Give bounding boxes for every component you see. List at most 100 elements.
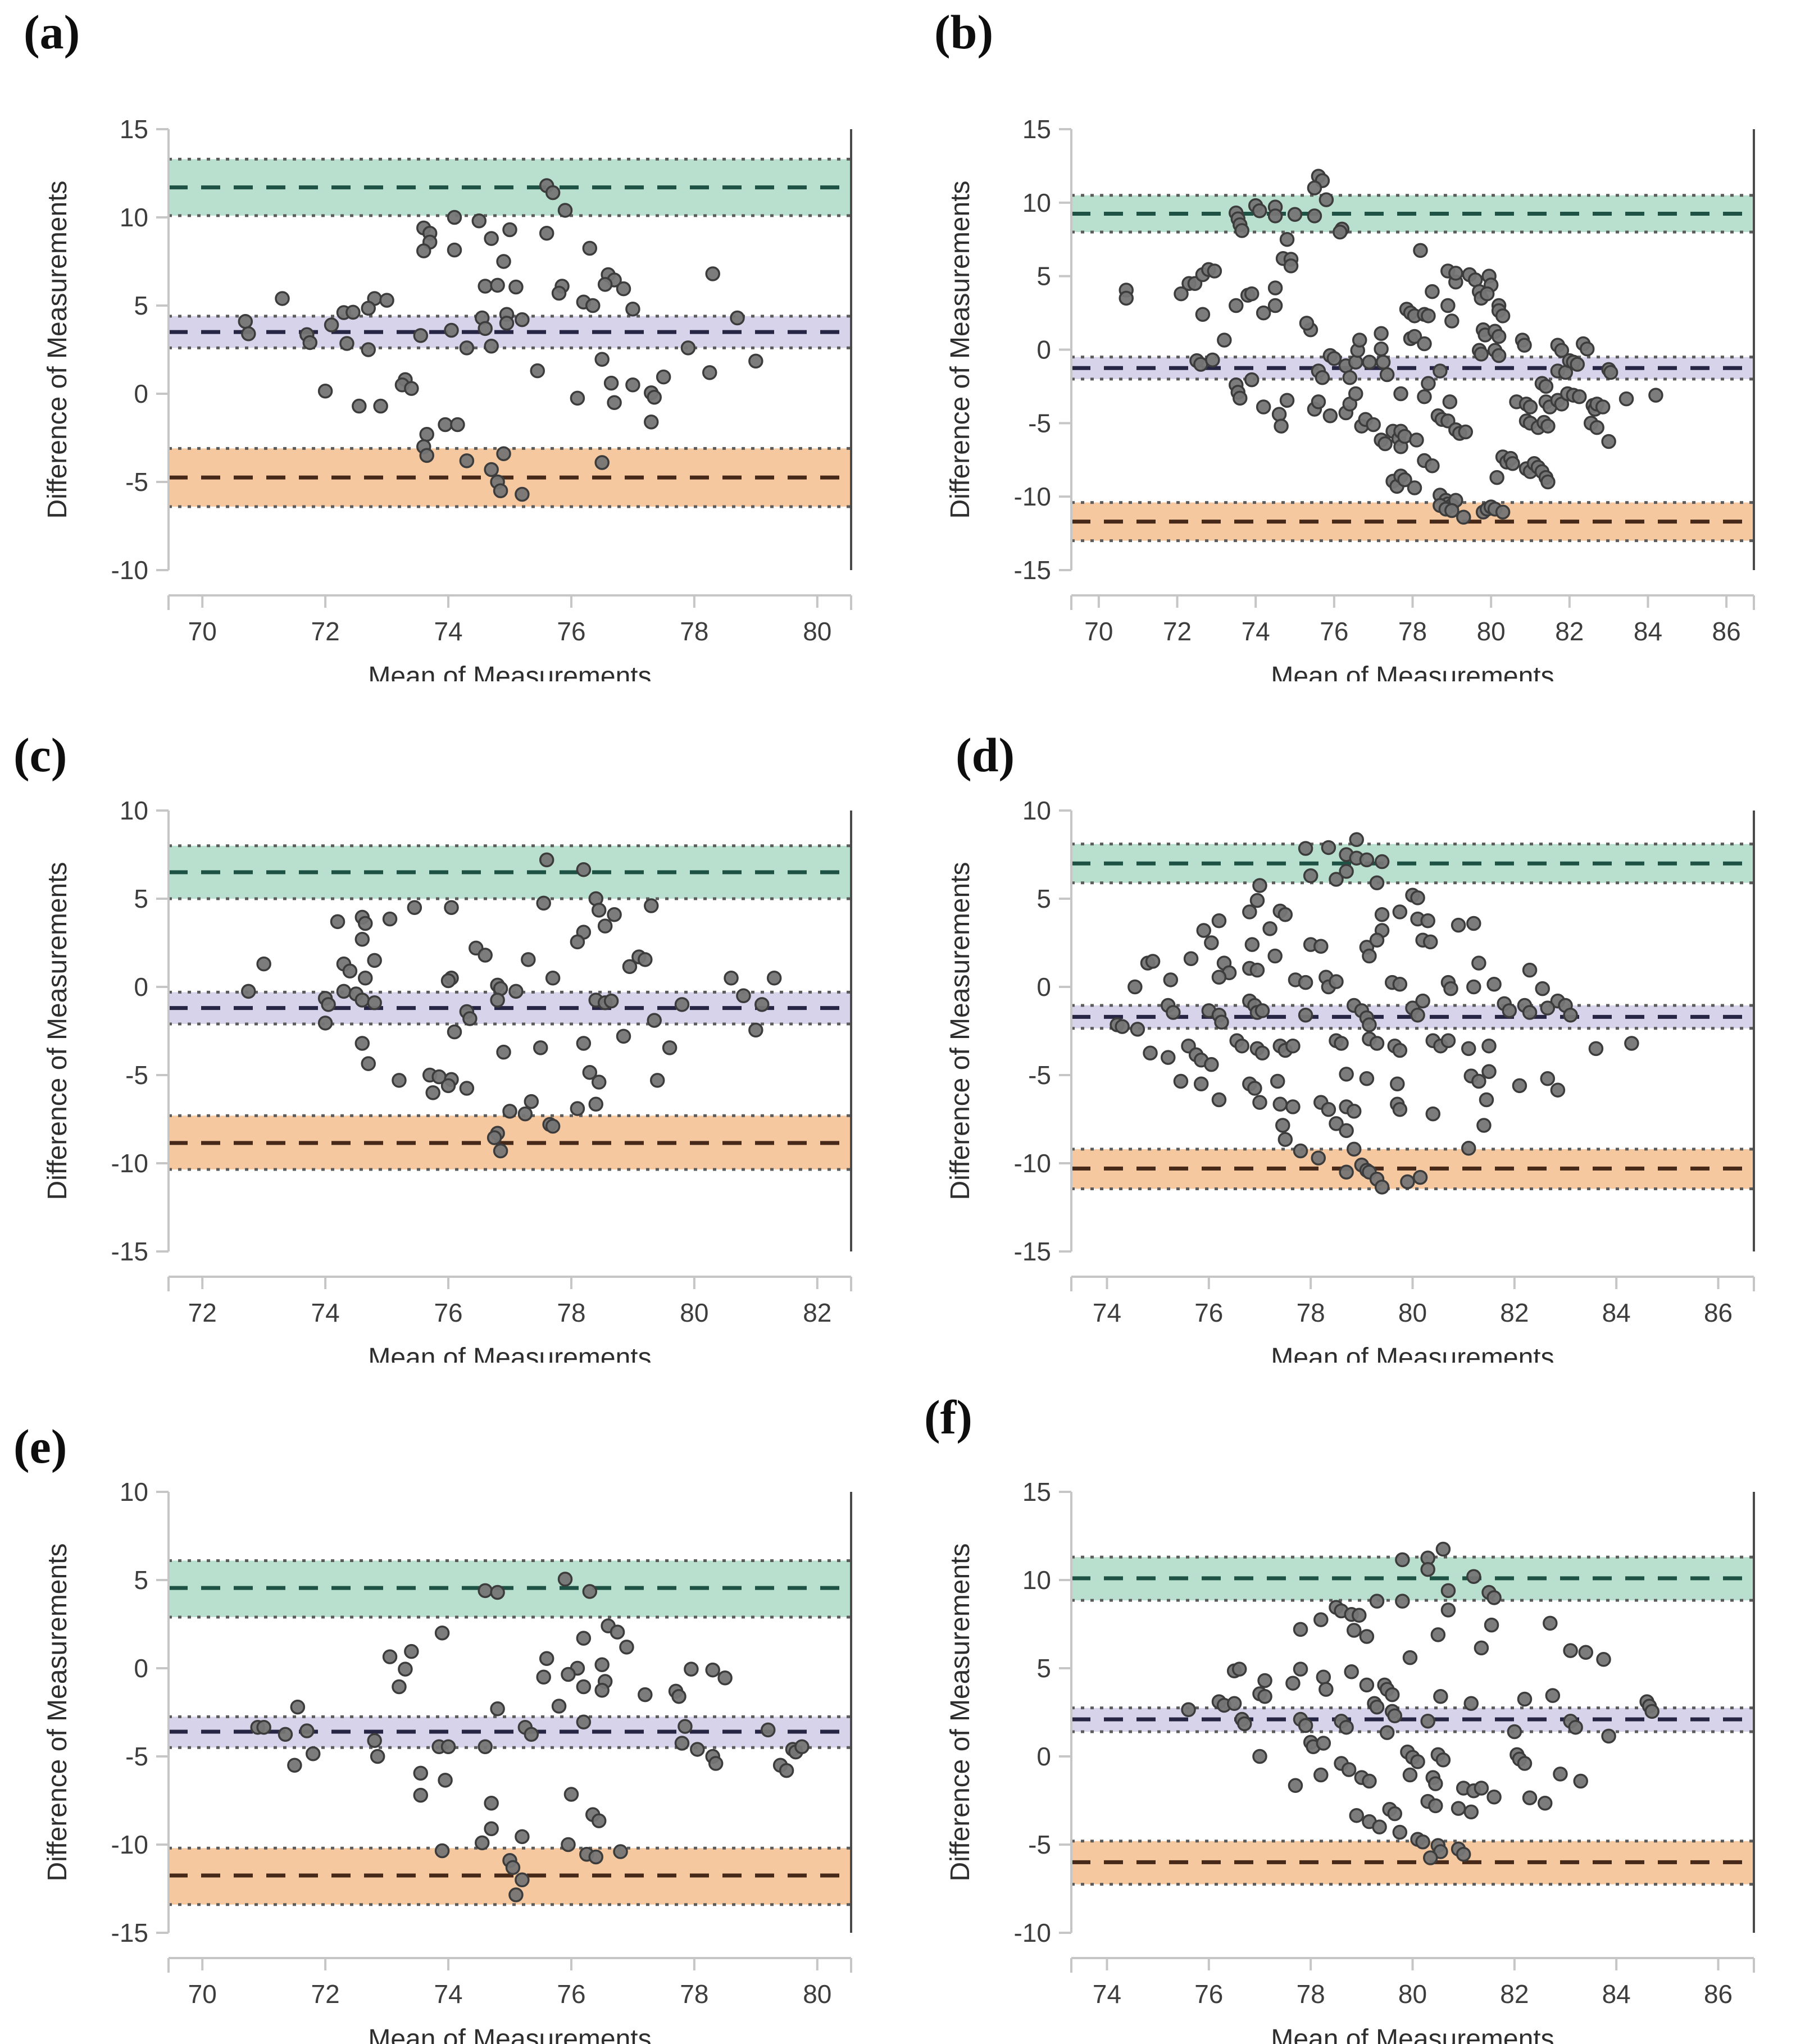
data-point [1563, 1007, 1578, 1023]
data-point [1435, 1752, 1451, 1768]
data-point [1242, 904, 1257, 919]
data-point [1512, 1078, 1527, 1094]
data-point [708, 1756, 724, 1771]
data-point [1298, 975, 1313, 990]
data-point [1440, 298, 1456, 313]
data-point [545, 971, 561, 986]
data-point [1321, 1101, 1336, 1117]
data-point [1553, 1767, 1568, 1782]
data-point [1307, 208, 1322, 224]
data-point [1384, 1687, 1400, 1702]
y-tick-label: -10 [111, 1830, 148, 1859]
data-point [367, 953, 382, 968]
data-point [570, 1101, 585, 1116]
y-tick-label: 5 [1036, 884, 1051, 913]
data-point [1507, 1724, 1522, 1740]
data-point [1461, 1141, 1476, 1156]
data-point [607, 395, 622, 410]
y-axis: 10 5 0 -5 -10 -15 Difference of Measurements [43, 796, 170, 1266]
data-point [434, 1843, 450, 1859]
data-point [459, 340, 475, 356]
data-point [1359, 1071, 1375, 1086]
data-point [1456, 1847, 1471, 1862]
data-point [1374, 907, 1390, 922]
data-point [419, 448, 434, 463]
data-point [1339, 1719, 1354, 1735]
data-point [392, 1679, 407, 1695]
y-tick-label: 10 [120, 796, 148, 825]
data-point [1285, 1676, 1301, 1691]
data-point [1461, 1041, 1476, 1057]
data-point [1375, 354, 1391, 370]
data-point [1390, 1076, 1405, 1091]
data-point [413, 328, 429, 343]
data-point [1374, 341, 1389, 357]
data-point [647, 1013, 662, 1028]
data-point [1348, 386, 1363, 402]
data-point [1362, 354, 1377, 370]
data-point [1316, 1736, 1331, 1751]
data-point [561, 1837, 576, 1852]
x-axis: 74 76 78 80 82 84 86 Mean of Measurements [1070, 1276, 1755, 1363]
data-point [680, 340, 696, 356]
data-point [1540, 474, 1556, 490]
x-tick-label: 78 [1398, 617, 1427, 646]
bland-altman-panel-d: 10 5 0 -5 -10 -15 Difference of Measurements 74… [903, 681, 1805, 1363]
data-point [638, 952, 653, 967]
data-point [1428, 1776, 1443, 1791]
y-axis: 15 10 5 0 -5 -10 Difference of Measurements [945, 1477, 1072, 1947]
data-point [1234, 1038, 1249, 1054]
data-point [1433, 1688, 1448, 1704]
data-point [1400, 1174, 1415, 1190]
data-point [1262, 921, 1277, 936]
data-point [591, 1075, 607, 1090]
data-point [1410, 890, 1425, 905]
data-point [702, 365, 717, 380]
data-point [1333, 224, 1348, 240]
x-tick-label: 76 [557, 617, 585, 646]
y-tick-label: 0 [1036, 1742, 1051, 1771]
y-tick-label: 0 [134, 1654, 148, 1683]
y-tick-label: -15 [111, 1918, 148, 1947]
data-point [1538, 379, 1554, 394]
data-point [644, 414, 659, 430]
data-point [1522, 399, 1538, 415]
data-point [1379, 1725, 1395, 1740]
data-point [1397, 472, 1412, 488]
data-point [370, 1749, 385, 1764]
data-point [1402, 1650, 1418, 1665]
data-point [1369, 1036, 1385, 1051]
data-point [1205, 352, 1220, 368]
data-point [1359, 852, 1375, 868]
data-point [1288, 1778, 1303, 1793]
data-point [1448, 266, 1463, 281]
data-point [1444, 313, 1460, 329]
data-point [1644, 1704, 1659, 1719]
data-point [382, 911, 398, 927]
data-point [1267, 208, 1283, 224]
data-point [490, 993, 505, 1008]
data-point [1435, 1541, 1451, 1557]
data-point [275, 291, 290, 306]
y-axis-title: Difference of Measurements [945, 1543, 975, 1881]
y-tick-label: -15 [1014, 556, 1051, 585]
data-point [1545, 1688, 1561, 1703]
data-point [484, 1795, 499, 1811]
x-tick-label: 86 [1704, 1298, 1733, 1327]
data-point [1410, 1007, 1425, 1023]
data-point [1486, 977, 1502, 992]
data-point [367, 995, 382, 1010]
data-point [1579, 341, 1595, 357]
data-point [1346, 1141, 1362, 1157]
data-point [779, 1763, 794, 1778]
data-point [373, 398, 388, 414]
data-point [302, 335, 318, 350]
data-point [459, 1081, 475, 1096]
data-point [1349, 832, 1365, 848]
x-axis: 70 72 74 76 78 80 Mean of Measurements [167, 594, 852, 681]
data-point [1554, 343, 1570, 358]
panel-letter-d: (d) [956, 728, 1015, 782]
band-upper [1071, 194, 1754, 234]
y-tick-label: 5 [1036, 1654, 1051, 1683]
